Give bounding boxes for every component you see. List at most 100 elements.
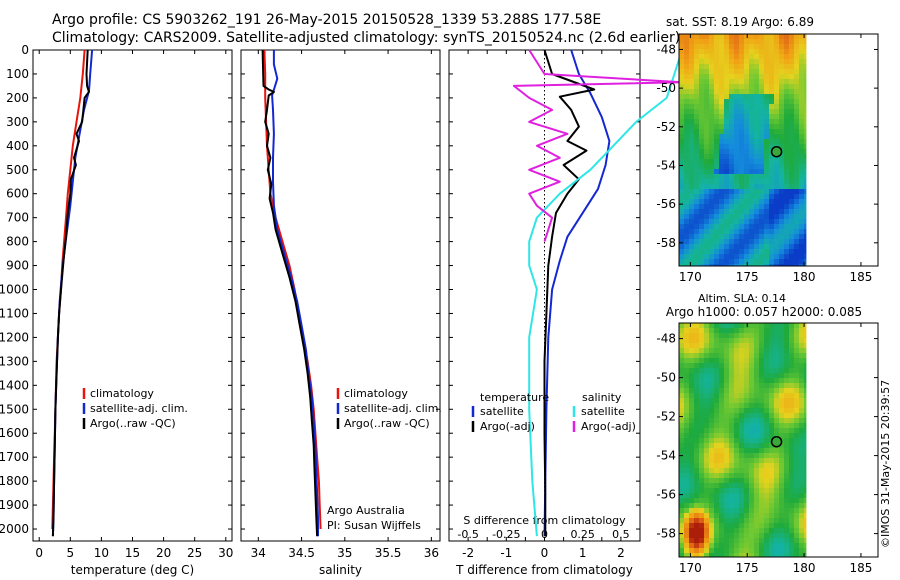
map-cell [784,358,789,363]
map-cell [719,119,724,124]
map-cell [734,418,739,423]
map-cell [699,403,704,408]
map-cell [679,363,684,368]
map-cell [754,393,759,398]
map-cell [744,518,749,523]
map-cell [729,378,734,383]
map-cell [739,358,744,363]
map-cell [784,84,789,89]
map-cell [769,408,774,413]
map-cell [804,89,807,94]
map-cell [794,508,799,513]
map-cell [699,493,704,498]
map-cell [759,503,764,508]
map-cell [679,39,684,44]
map-cell [794,338,799,343]
map-cell [704,154,709,159]
map-cell [759,433,764,438]
map-cell [714,129,719,134]
map-cell [679,498,684,503]
map-cell [799,154,804,159]
map-cell [689,109,694,114]
map-cell [784,348,789,353]
map-cell [729,59,734,64]
map-cell [684,538,689,543]
map-cell [764,513,769,518]
map-cell [784,503,789,508]
map-cell [719,69,724,74]
map-cell [744,54,749,59]
map-cell [804,518,807,523]
map-cell [804,234,807,239]
map-cell [764,403,769,408]
map-cell [764,89,769,94]
map-cell [689,144,694,149]
map-cell [799,433,804,438]
map-cell [739,418,744,423]
map-cell [679,174,684,179]
map-cell [699,34,704,39]
map-cell [789,358,794,363]
map-cell [709,219,714,224]
map-cell [789,249,794,254]
map-cell [679,323,684,328]
map-cell [754,234,759,239]
map-cell [779,338,784,343]
map-cell [729,533,734,538]
map-cell [794,438,799,443]
map-cell [729,403,734,408]
map-cell [759,388,764,393]
map-cell [684,423,689,428]
map-cell [709,234,714,239]
map-cell [684,553,689,557]
map-cell [769,219,774,224]
map-cell [779,199,784,204]
map-cell [699,338,704,343]
map-cell [794,408,799,413]
map-cell [779,483,784,488]
map-cell [764,383,769,388]
map-cell [689,458,694,463]
map-cell [774,189,779,194]
map-cell [719,54,724,59]
map-cell [789,99,794,104]
map-cell [779,538,784,543]
map-cell [704,209,709,214]
map-cell [804,169,807,174]
map-cell [734,378,739,383]
map-cell [709,34,714,39]
map-cell [759,483,764,488]
map-cell [704,333,709,338]
map-cell [794,498,799,503]
map-cell [684,264,689,266]
map-cell [699,189,704,194]
map-cell [774,468,779,473]
map-cell [739,393,744,398]
map-cell [759,169,764,174]
map-cell [769,478,774,483]
map-cell [769,443,774,448]
map-cell [769,548,774,553]
map-cell [749,358,754,363]
map-cell [724,54,729,59]
map-cell [799,363,804,368]
map-cell [699,438,704,443]
map-cell [799,438,804,443]
map-cell [744,264,749,266]
map-cell [719,523,724,528]
map-cell [789,84,794,89]
map-cell [734,358,739,363]
map-cell [714,124,719,129]
map-cell [759,398,764,403]
map-cell [739,328,744,333]
map-cell [764,553,769,557]
map-cell [709,458,714,463]
map-cell [784,328,789,333]
map-cell [784,74,789,79]
map-cell [724,44,729,49]
map-cell [769,333,774,338]
map-cell [744,473,749,478]
map-cell [794,413,799,418]
map-cell [689,368,694,373]
